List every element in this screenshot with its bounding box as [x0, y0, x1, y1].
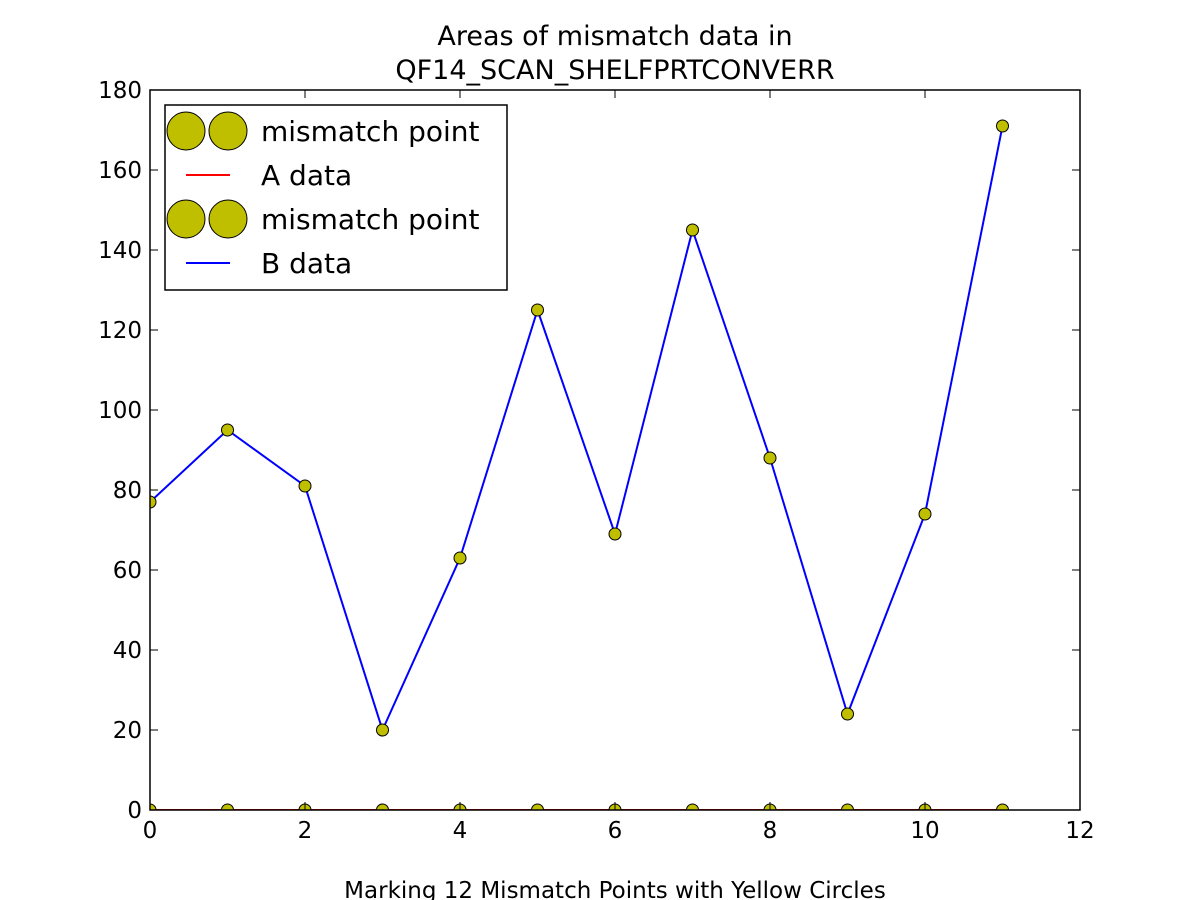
chart-title-line2: QF14_SCAN_SHELFPRTCONVERR	[395, 55, 834, 86]
y-tick-label: 120	[98, 318, 142, 344]
mismatch-point-marker	[376, 723, 389, 737]
legend-label-mismatch-point: mismatch point	[261, 203, 480, 236]
chart-title-line1: Areas of mismatch data in	[437, 21, 792, 52]
x-tick-label: 0	[143, 818, 158, 844]
legend-marker-icon	[166, 199, 206, 239]
y-tick-label: 160	[98, 158, 142, 184]
mismatch-point-marker	[996, 803, 1009, 810]
mismatch-point-marker	[841, 707, 854, 721]
mismatch-point-marker	[686, 803, 699, 810]
mismatch-point-marker	[686, 223, 699, 237]
legend-label-a-data: A data	[261, 159, 352, 192]
mismatch-point-marker	[221, 803, 234, 810]
legend-marker-icon	[208, 111, 248, 151]
mismatch-point-marker	[531, 303, 544, 317]
mismatch-point-marker	[918, 507, 932, 521]
y-tick-label: 60	[113, 558, 142, 584]
mismatch-point-marker	[996, 119, 1009, 133]
series-line-b-data	[150, 125, 1004, 733]
legend-marker-icon	[166, 111, 206, 151]
y-tick-label: 180	[98, 78, 142, 104]
mismatch-point-marker	[150, 803, 157, 810]
y-tick-label: 20	[113, 718, 142, 744]
mismatch-point-marker	[150, 495, 157, 509]
legend-label-mismatch-point: mismatch point	[261, 115, 480, 148]
y-tick-label: 140	[98, 238, 142, 264]
x-tick-label: 12	[1065, 818, 1094, 844]
legend-marker-icon	[208, 199, 248, 239]
x-tick-label: 4	[453, 818, 468, 844]
x-tick-label: 2	[298, 818, 313, 844]
legend-label-b-data: B data	[261, 247, 352, 280]
mismatch-point-marker	[763, 451, 777, 465]
x-tick-label: 10	[910, 818, 939, 844]
y-tick-label: 40	[113, 638, 142, 664]
x-tick-label: 8	[763, 818, 778, 844]
y-tick-label: 0	[127, 798, 142, 824]
y-tick-label: 100	[98, 398, 142, 424]
mismatch-point-marker	[841, 803, 854, 810]
x-tick-label: 6	[608, 818, 623, 844]
mismatch-point-marker	[608, 527, 622, 541]
y-tick-label: 80	[113, 478, 142, 504]
x-axis-label: Marking 12 Mismatch Points with Yellow C…	[344, 878, 886, 900]
mismatch-point-marker	[531, 803, 544, 810]
mismatch-point-marker	[453, 551, 467, 565]
mismatch-point-marker	[221, 423, 234, 437]
mismatch-point-marker	[376, 803, 389, 810]
mismatch-point-marker	[298, 479, 312, 493]
